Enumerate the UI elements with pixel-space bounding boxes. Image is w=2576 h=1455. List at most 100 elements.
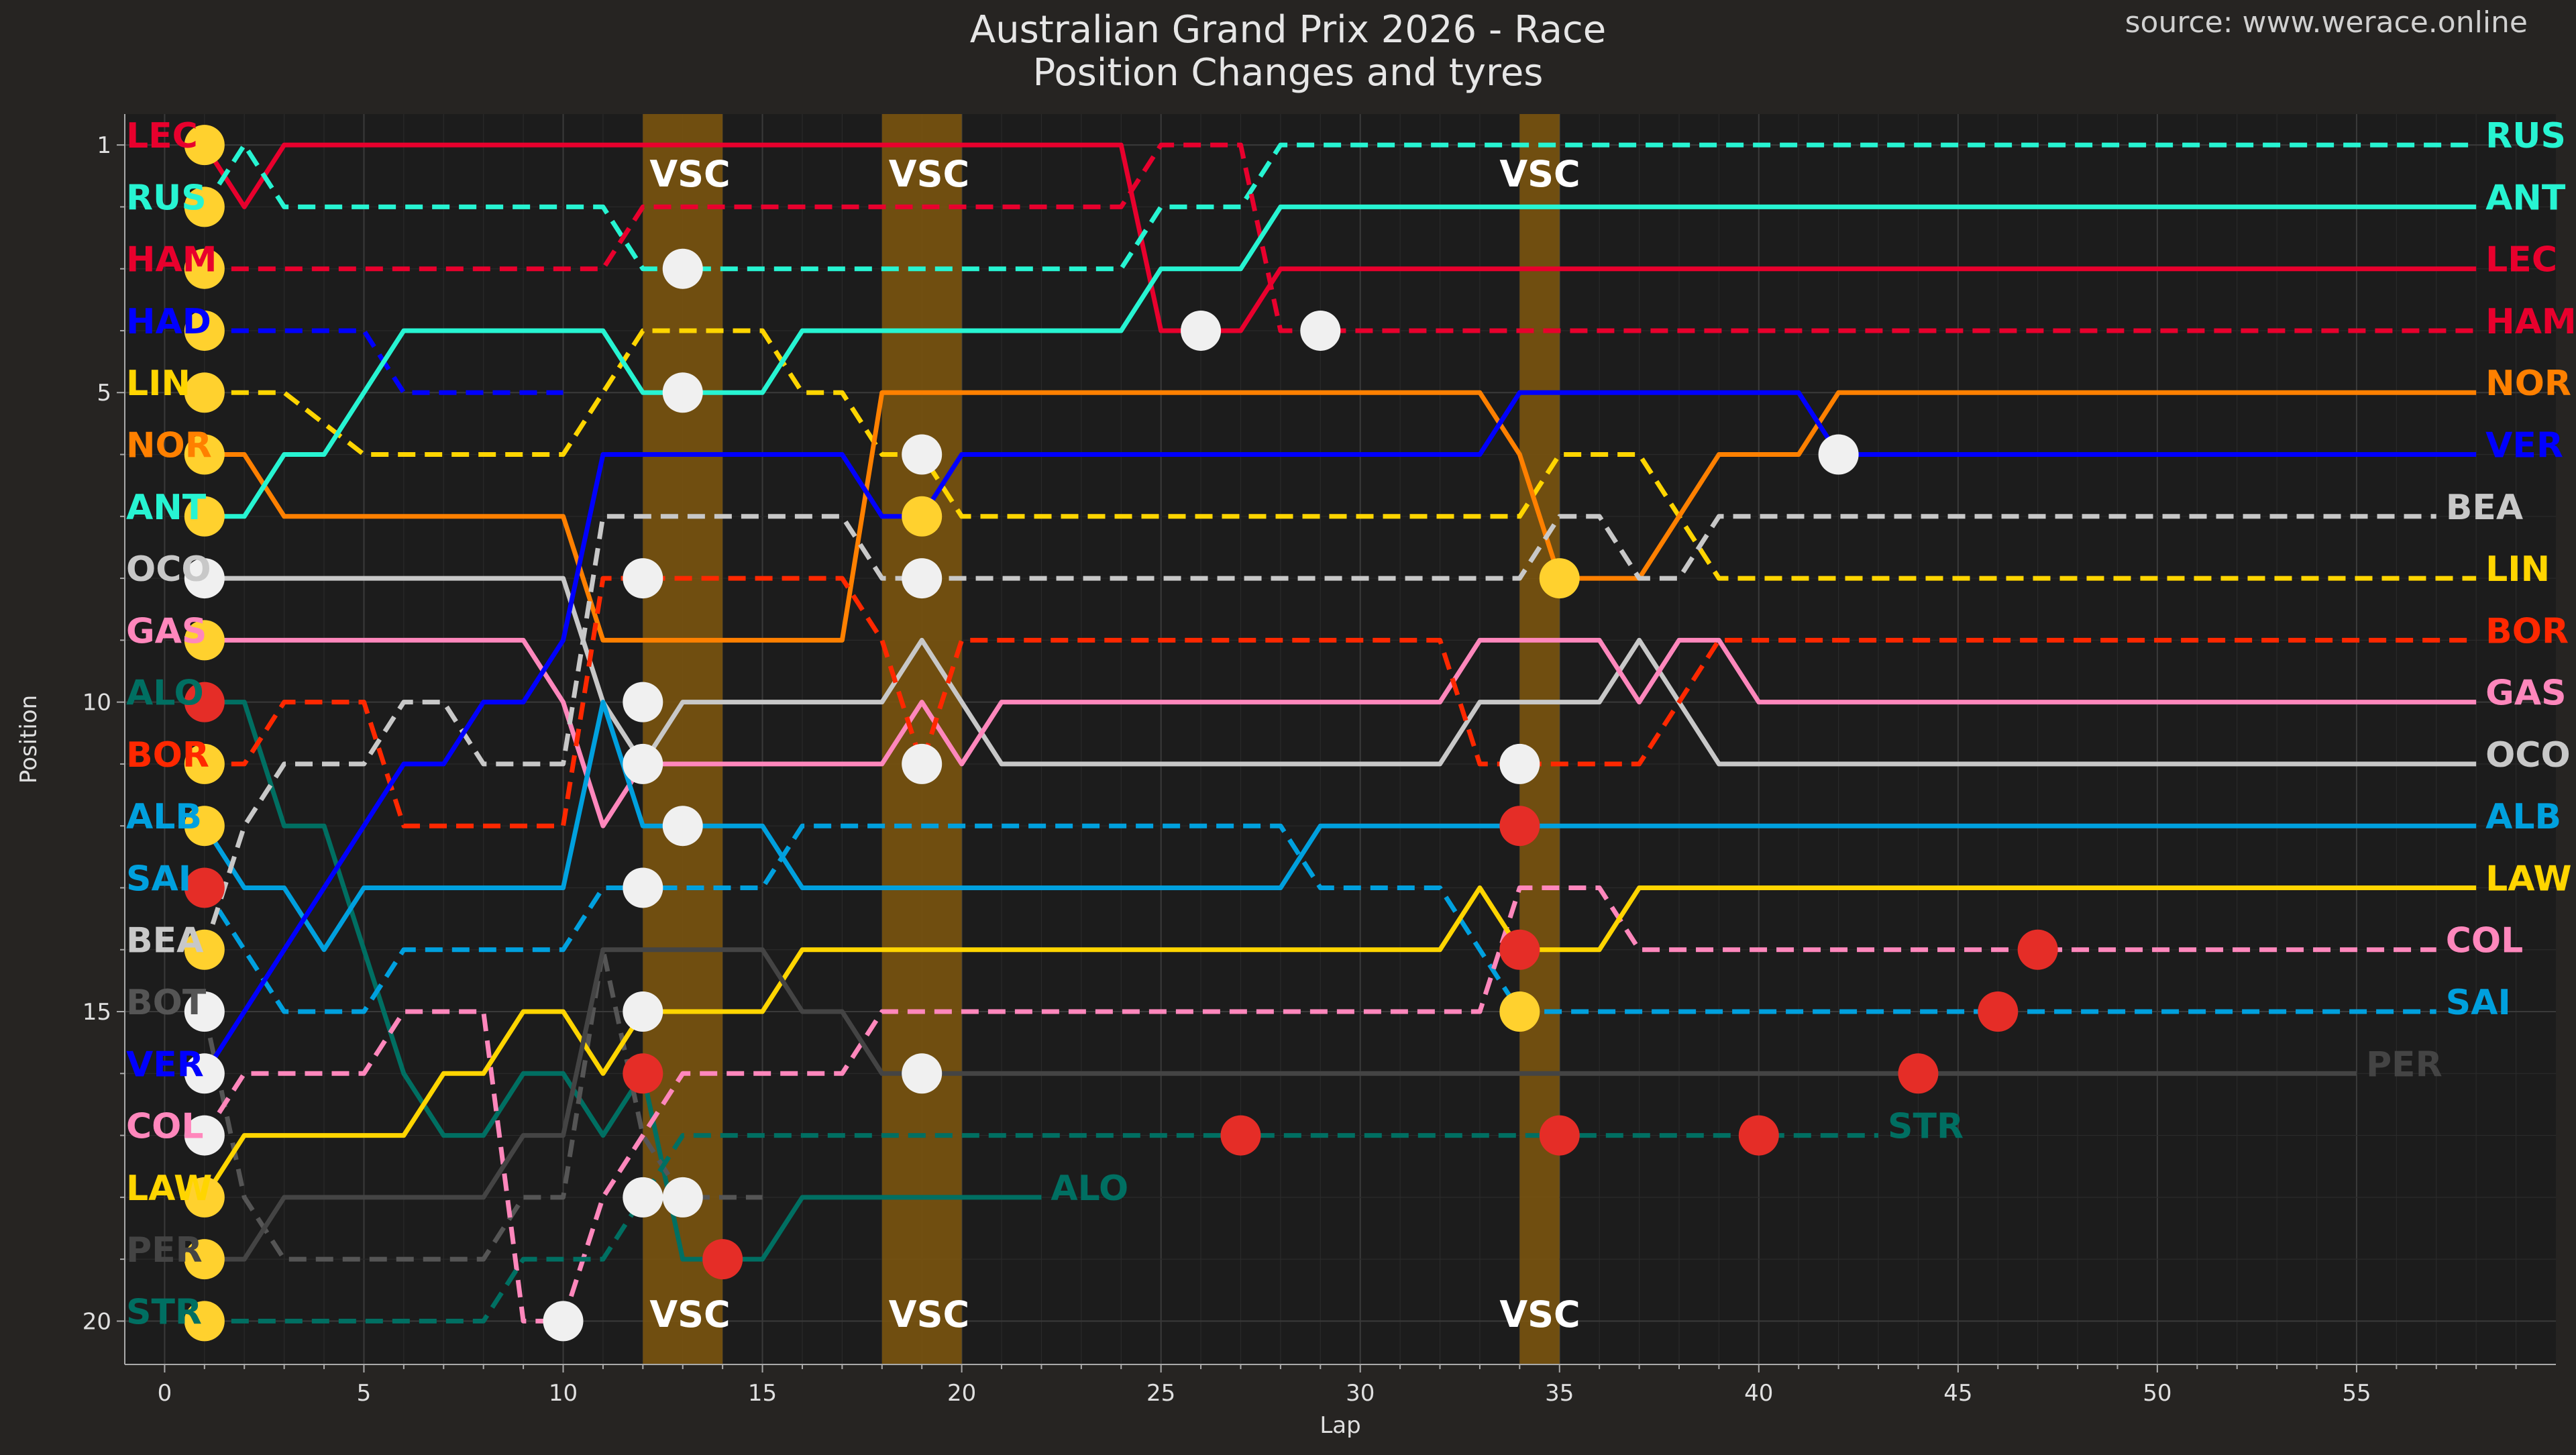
start-label-col: COL	[126, 1107, 204, 1147]
end-label-oco: OCO	[2485, 735, 2571, 775]
x-tick-label: 50	[2143, 1380, 2171, 1407]
start-label-oco: OCO	[126, 549, 211, 590]
start-label-ver: VER	[126, 1044, 204, 1085]
x-tick-label: 55	[2342, 1380, 2371, 1407]
end-label-nor: NOR	[2485, 364, 2571, 404]
end-label-gas: GAS	[2485, 673, 2566, 714]
line-rus	[202, 142, 2477, 272]
x-tick-label: 0	[158, 1380, 172, 1407]
tyre-marker	[623, 1053, 663, 1094]
start-tyre-col	[184, 1115, 225, 1156]
start-label-had: HAD	[126, 302, 211, 342]
y-axis-label: Position	[15, 695, 42, 784]
start-label-bot: BOT	[126, 983, 207, 1023]
end-label-lec: LEC	[2485, 240, 2557, 280]
start-tyre-gas	[184, 620, 225, 661]
line-ham	[204, 142, 2477, 333]
line-oco	[204, 576, 2477, 767]
vsc-label-bottom: VSC	[649, 1293, 730, 1336]
tyre-marker	[902, 743, 943, 784]
pit-tyre-bot	[662, 1177, 703, 1218]
start-label-gas: GAS	[126, 611, 207, 651]
start-label-alo: ALO	[126, 673, 204, 714]
tyre-marker	[1499, 743, 1540, 784]
vsc-band	[1519, 114, 1560, 1364]
tyre-marker	[902, 434, 943, 475]
vsc-label-top: VSC	[649, 153, 730, 195]
end-label-per: PER	[2366, 1044, 2443, 1085]
pit-tyre-alo	[702, 1239, 743, 1280]
start-tyre-bot	[184, 991, 225, 1032]
tyre-marker	[902, 1053, 943, 1094]
chart-subtitle: Position Changes and tyres	[1032, 51, 1544, 95]
driver-lines	[202, 142, 2477, 1324]
pit-tyre-law	[1499, 991, 1540, 1032]
line-bea	[202, 514, 2436, 951]
start-tyre-oco	[184, 558, 225, 599]
y-tick-label: 1	[97, 132, 111, 159]
tyre-marker	[623, 558, 663, 599]
end-label-str: STR	[1888, 1107, 1964, 1147]
tyre-marker	[623, 867, 663, 908]
line-alb	[202, 700, 2477, 953]
pit-tyre-lin	[902, 496, 943, 537]
pit-tyre-bot	[623, 1177, 663, 1218]
tyre-marker	[1499, 806, 1540, 847]
tyre-markers	[184, 125, 2058, 1342]
pit-tyre-ver	[1818, 434, 1859, 475]
pit-tyre-lec	[1181, 310, 1222, 351]
start-label-bea: BEA	[126, 921, 203, 961]
plot-area	[125, 114, 2556, 1364]
tyre-marker	[902, 558, 943, 599]
line-gas	[204, 637, 2477, 828]
x-axis-label: Lap	[1320, 1412, 1360, 1439]
tyre-marker	[623, 991, 663, 1032]
start-tyre-bea	[184, 929, 225, 970]
start-label-lin: LIN	[126, 364, 191, 404]
x-tick-label: 20	[947, 1380, 976, 1407]
y-tick-label: 10	[83, 690, 111, 716]
chart-title: Australian Grand Prix 2026 - Race	[969, 8, 1607, 52]
y-tick-label: 15	[83, 999, 111, 1026]
end-label-col: COL	[2446, 921, 2524, 961]
start-label-per: PER	[126, 1230, 203, 1271]
start-tyre-law	[184, 1177, 225, 1218]
tyre-marker	[1220, 1115, 1261, 1156]
start-tyre-ver	[184, 1053, 225, 1094]
start-label-alb: ALB	[126, 797, 202, 837]
x-tick-label: 40	[1744, 1380, 1773, 1407]
vsc-label-top: VSC	[889, 153, 969, 195]
tyre-marker	[1539, 1115, 1580, 1156]
line-sai	[202, 823, 2436, 1014]
vsc-label-top: VSC	[1499, 153, 1580, 195]
tyre-marker	[1738, 1115, 1779, 1156]
vsc-label-bottom: VSC	[889, 1293, 969, 1336]
pit-tyre-ant	[662, 372, 703, 413]
start-label-rus: RUS	[126, 178, 207, 218]
vsc-band	[881, 114, 962, 1364]
line-str	[204, 1133, 1879, 1324]
end-label-rus: RUS	[2485, 116, 2566, 156]
start-tyre-had	[184, 310, 225, 351]
start-tyre-rus	[184, 186, 225, 227]
start-tyre-str	[184, 1301, 225, 1342]
start-tyre-ant	[184, 496, 225, 537]
y-tick-label: 20	[83, 1308, 111, 1335]
start-label-law: LAW	[126, 1169, 212, 1209]
end-label-bor: BOR	[2485, 611, 2569, 651]
start-tyre-per	[184, 1239, 225, 1280]
tyre-marker	[1978, 991, 2019, 1032]
start-tyre-alb	[184, 806, 225, 847]
vsc-label-bottom: VSC	[1499, 1293, 1580, 1336]
end-label-bea: BEA	[2446, 488, 2523, 528]
tyre-marker	[623, 682, 663, 722]
x-tick-label: 25	[1146, 1380, 1175, 1407]
y-tick-label: 5	[97, 380, 111, 407]
tyre-marker	[1499, 929, 1540, 970]
start-label-lec: LEC	[126, 116, 198, 156]
tyre-marker	[623, 743, 663, 784]
pit-tyre-ham	[1300, 310, 1341, 351]
x-tick-label: 35	[1545, 1380, 1574, 1407]
